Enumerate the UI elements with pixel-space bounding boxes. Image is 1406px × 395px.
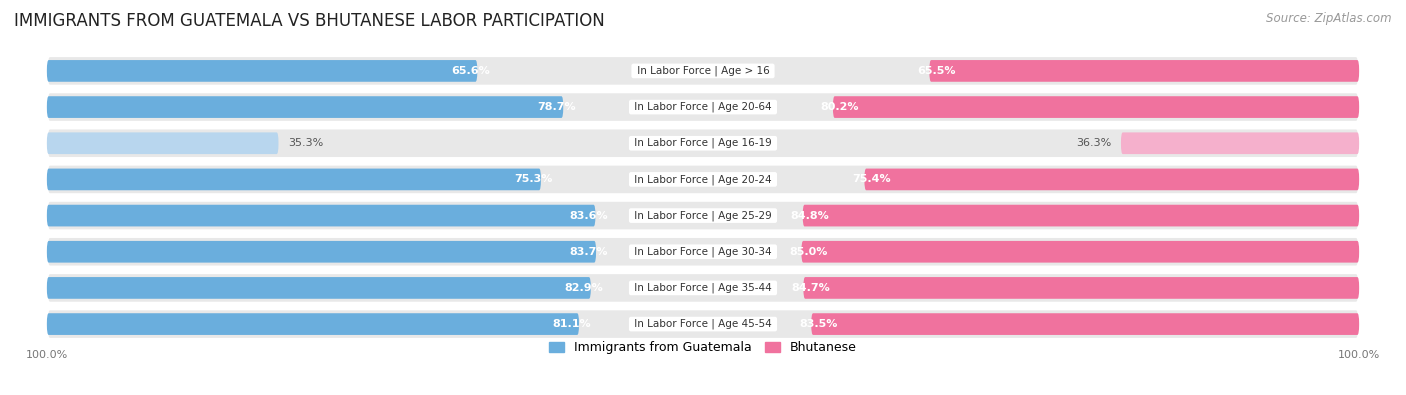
Text: In Labor Force | Age 35-44: In Labor Force | Age 35-44 (631, 283, 775, 293)
Text: In Labor Force | Age 20-64: In Labor Force | Age 20-64 (631, 102, 775, 112)
FancyBboxPatch shape (865, 169, 1360, 190)
Text: 81.1%: 81.1% (553, 319, 592, 329)
FancyBboxPatch shape (46, 277, 591, 299)
Text: 65.6%: 65.6% (451, 66, 489, 76)
Text: 82.9%: 82.9% (565, 283, 603, 293)
Text: 83.5%: 83.5% (799, 319, 838, 329)
FancyBboxPatch shape (46, 237, 1360, 267)
Text: 65.5%: 65.5% (917, 66, 956, 76)
Text: 78.7%: 78.7% (537, 102, 575, 112)
FancyBboxPatch shape (46, 201, 1360, 230)
Text: 84.8%: 84.8% (790, 211, 830, 220)
Text: 83.7%: 83.7% (569, 247, 609, 257)
FancyBboxPatch shape (46, 132, 278, 154)
FancyBboxPatch shape (46, 273, 1360, 303)
FancyBboxPatch shape (46, 92, 1360, 122)
FancyBboxPatch shape (46, 313, 579, 335)
FancyBboxPatch shape (46, 128, 1360, 158)
FancyBboxPatch shape (1121, 132, 1360, 154)
FancyBboxPatch shape (46, 96, 564, 118)
FancyBboxPatch shape (46, 241, 596, 263)
FancyBboxPatch shape (46, 165, 1360, 194)
Text: 83.6%: 83.6% (569, 211, 607, 220)
Text: 84.7%: 84.7% (792, 283, 830, 293)
Text: 85.0%: 85.0% (789, 247, 828, 257)
Text: In Labor Force | Age 20-24: In Labor Force | Age 20-24 (631, 174, 775, 185)
Text: In Labor Force | Age 30-34: In Labor Force | Age 30-34 (631, 246, 775, 257)
FancyBboxPatch shape (803, 205, 1360, 226)
FancyBboxPatch shape (929, 60, 1360, 82)
Text: 35.3%: 35.3% (288, 138, 323, 148)
FancyBboxPatch shape (803, 277, 1360, 299)
FancyBboxPatch shape (832, 96, 1360, 118)
FancyBboxPatch shape (46, 169, 541, 190)
FancyBboxPatch shape (46, 56, 1360, 86)
FancyBboxPatch shape (46, 60, 477, 82)
FancyBboxPatch shape (811, 313, 1360, 335)
Text: In Labor Force | Age 25-29: In Labor Force | Age 25-29 (631, 210, 775, 221)
Text: In Labor Force | Age > 16: In Labor Force | Age > 16 (634, 66, 772, 76)
Text: 36.3%: 36.3% (1076, 138, 1111, 148)
Text: In Labor Force | Age 45-54: In Labor Force | Age 45-54 (631, 319, 775, 329)
FancyBboxPatch shape (801, 241, 1360, 263)
Text: 80.2%: 80.2% (821, 102, 859, 112)
Text: 75.3%: 75.3% (515, 175, 553, 184)
Text: Source: ZipAtlas.com: Source: ZipAtlas.com (1267, 12, 1392, 25)
FancyBboxPatch shape (46, 309, 1360, 339)
Text: In Labor Force | Age 16-19: In Labor Force | Age 16-19 (631, 138, 775, 149)
Text: IMMIGRANTS FROM GUATEMALA VS BHUTANESE LABOR PARTICIPATION: IMMIGRANTS FROM GUATEMALA VS BHUTANESE L… (14, 12, 605, 30)
FancyBboxPatch shape (46, 205, 595, 226)
Text: 75.4%: 75.4% (852, 175, 890, 184)
Legend: Immigrants from Guatemala, Bhutanese: Immigrants from Guatemala, Bhutanese (544, 337, 862, 359)
